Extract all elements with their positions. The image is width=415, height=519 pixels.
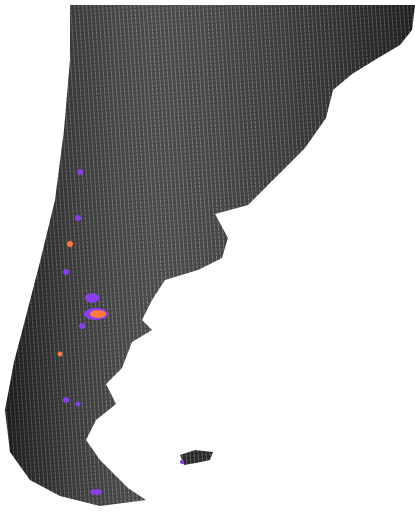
landmass — [5, 5, 415, 506]
hotspot — [79, 323, 85, 329]
hotspot — [90, 310, 106, 318]
island — [180, 450, 213, 465]
hotspot — [77, 169, 83, 175]
page — [0, 0, 415, 519]
hotspot — [75, 215, 81, 221]
hotspot — [90, 489, 102, 495]
map — [0, 0, 415, 519]
mainland-shading — [5, 5, 415, 506]
hotspot — [63, 397, 69, 403]
hotspot — [85, 293, 99, 303]
hotspot — [58, 352, 63, 357]
hotspot — [63, 269, 69, 275]
hotspot — [67, 241, 73, 247]
hotspot — [180, 460, 184, 464]
hotspot — [76, 402, 81, 407]
